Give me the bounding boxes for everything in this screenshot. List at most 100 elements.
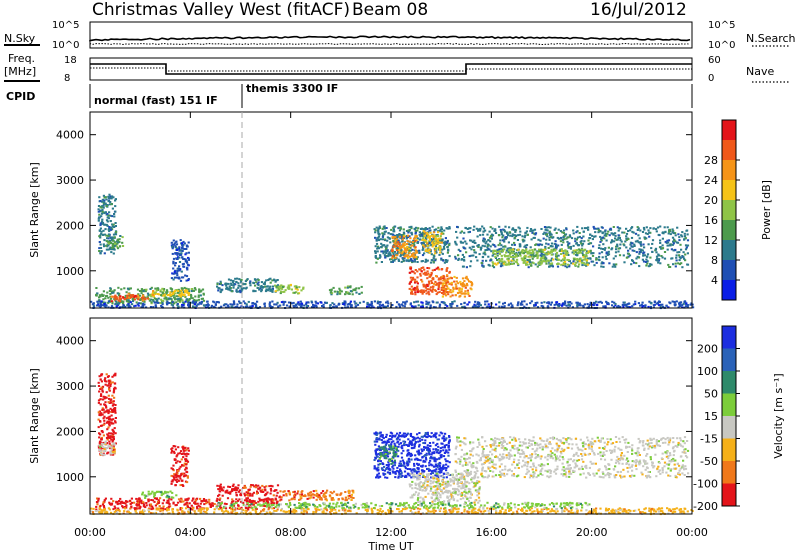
heatmap-cell bbox=[562, 232, 565, 234]
heatmap-cell bbox=[416, 290, 419, 293]
heatmap-cell bbox=[585, 260, 588, 263]
heatmap-cell bbox=[240, 500, 243, 503]
heatmap-cell bbox=[400, 234, 403, 236]
heatmap-cell bbox=[513, 234, 516, 237]
heatmap-cell bbox=[157, 301, 160, 304]
heatmap-cell bbox=[377, 235, 381, 238]
heatmap-cell bbox=[349, 286, 352, 289]
heatmap-cell bbox=[166, 300, 169, 303]
heatmap-cell bbox=[669, 233, 672, 236]
heatmap-cell bbox=[448, 277, 451, 280]
heatmap-cell bbox=[106, 245, 109, 248]
heatmap-cell bbox=[375, 257, 378, 259]
heatmap-cell bbox=[112, 239, 115, 242]
heatmap-cell bbox=[638, 265, 641, 268]
heatmap-cell bbox=[407, 438, 410, 441]
heatmap-cell bbox=[99, 433, 102, 436]
heatmap-cell bbox=[656, 257, 659, 260]
heatmap-cell bbox=[312, 490, 315, 493]
heatmap-cell bbox=[507, 241, 510, 244]
heatmap-cell bbox=[370, 304, 373, 306]
station-title: Christmas Valley West (fitACF) bbox=[92, 0, 350, 20]
heatmap-cell bbox=[174, 262, 177, 264]
heatmap-cell bbox=[110, 497, 113, 500]
heatmap-cell bbox=[401, 252, 404, 255]
heatmap-cell bbox=[450, 283, 453, 286]
heatmap-cell bbox=[574, 261, 577, 264]
heatmap-cell bbox=[400, 248, 403, 251]
heatmap-cell bbox=[108, 193, 111, 196]
heatmap-cell bbox=[101, 503, 105, 506]
heatmap-cell bbox=[180, 472, 183, 475]
heatmap-cell bbox=[614, 255, 617, 258]
heatmap-cell bbox=[178, 267, 181, 270]
heatmap-cell bbox=[442, 291, 445, 294]
heatmap-cell bbox=[617, 250, 620, 253]
heatmap-cell bbox=[221, 489, 224, 491]
heatmap-cell bbox=[584, 263, 587, 266]
heatmap-cell bbox=[358, 301, 362, 304]
heatmap-cell bbox=[502, 234, 505, 237]
heatmap-cell bbox=[516, 254, 520, 257]
heatmap-cell bbox=[586, 257, 589, 260]
heatmap-cell bbox=[106, 421, 109, 424]
heatmap-cell bbox=[299, 493, 302, 496]
heatmap-cell bbox=[477, 246, 480, 248]
heatmap-cell bbox=[625, 235, 628, 238]
heatmap-cell bbox=[384, 249, 387, 252]
heatmap-cell bbox=[251, 305, 254, 307]
heatmap-cell bbox=[581, 264, 584, 267]
heatmap-cell bbox=[174, 298, 177, 301]
heatmap-cell bbox=[521, 235, 524, 238]
heatmap-cell bbox=[409, 303, 412, 306]
heatmap-cell bbox=[469, 265, 472, 268]
heatmap-cell bbox=[532, 232, 536, 235]
heatmap-cell bbox=[398, 306, 401, 308]
heatmap-cell bbox=[488, 230, 491, 233]
heatmap-cell bbox=[432, 231, 435, 234]
heatmap-cell bbox=[430, 234, 433, 237]
heatmap-cell bbox=[575, 242, 578, 245]
heatmap-cell bbox=[101, 209, 104, 211]
heatmap-cell bbox=[107, 445, 110, 448]
colorbar-swatch bbox=[722, 280, 736, 301]
heatmap-cell bbox=[408, 460, 411, 463]
heatmap-cell bbox=[276, 289, 279, 292]
heatmap-cell bbox=[108, 436, 111, 439]
heatmap-cell bbox=[504, 237, 507, 240]
heatmap-cell bbox=[428, 464, 431, 467]
heatmap-cell bbox=[410, 444, 413, 447]
heatmap-cell bbox=[111, 404, 114, 407]
colorbar-tick-label: 4 bbox=[711, 274, 718, 287]
heatmap-cell bbox=[107, 200, 110, 203]
nave-label: Nave bbox=[746, 65, 774, 78]
heatmap-cell bbox=[576, 258, 579, 261]
heatmap-cell bbox=[323, 494, 326, 497]
heatmap-cell bbox=[171, 247, 174, 250]
heatmap-cell bbox=[103, 223, 106, 226]
heatmap-cell bbox=[572, 262, 575, 265]
heatmap-cell bbox=[285, 492, 288, 495]
heatmap-cell bbox=[242, 306, 245, 309]
heatmap-cell bbox=[534, 244, 537, 246]
heatmap-cell bbox=[444, 303, 447, 306]
heatmap-cell bbox=[293, 494, 296, 497]
heatmap-cell bbox=[413, 458, 417, 461]
heatmap-cell bbox=[175, 289, 179, 291]
heatmap-cell bbox=[558, 304, 561, 307]
heatmap-cell bbox=[428, 229, 431, 232]
heatmap-cell bbox=[569, 235, 572, 238]
heatmap-cell bbox=[187, 299, 190, 302]
heatmap-cell bbox=[607, 250, 610, 253]
heatmap-cell bbox=[247, 494, 250, 497]
heatmap-cell bbox=[97, 205, 101, 207]
heatmap-cell bbox=[408, 468, 412, 471]
heatmap-cell bbox=[114, 222, 117, 224]
heatmap-cell bbox=[423, 245, 426, 248]
heatmap-cell bbox=[135, 497, 138, 500]
heatmap-cell bbox=[434, 245, 437, 248]
heatmap-cell bbox=[137, 503, 140, 506]
heatmap-cell bbox=[330, 498, 333, 501]
heatmap-cell bbox=[565, 253, 568, 256]
heatmap-cell bbox=[448, 227, 451, 230]
